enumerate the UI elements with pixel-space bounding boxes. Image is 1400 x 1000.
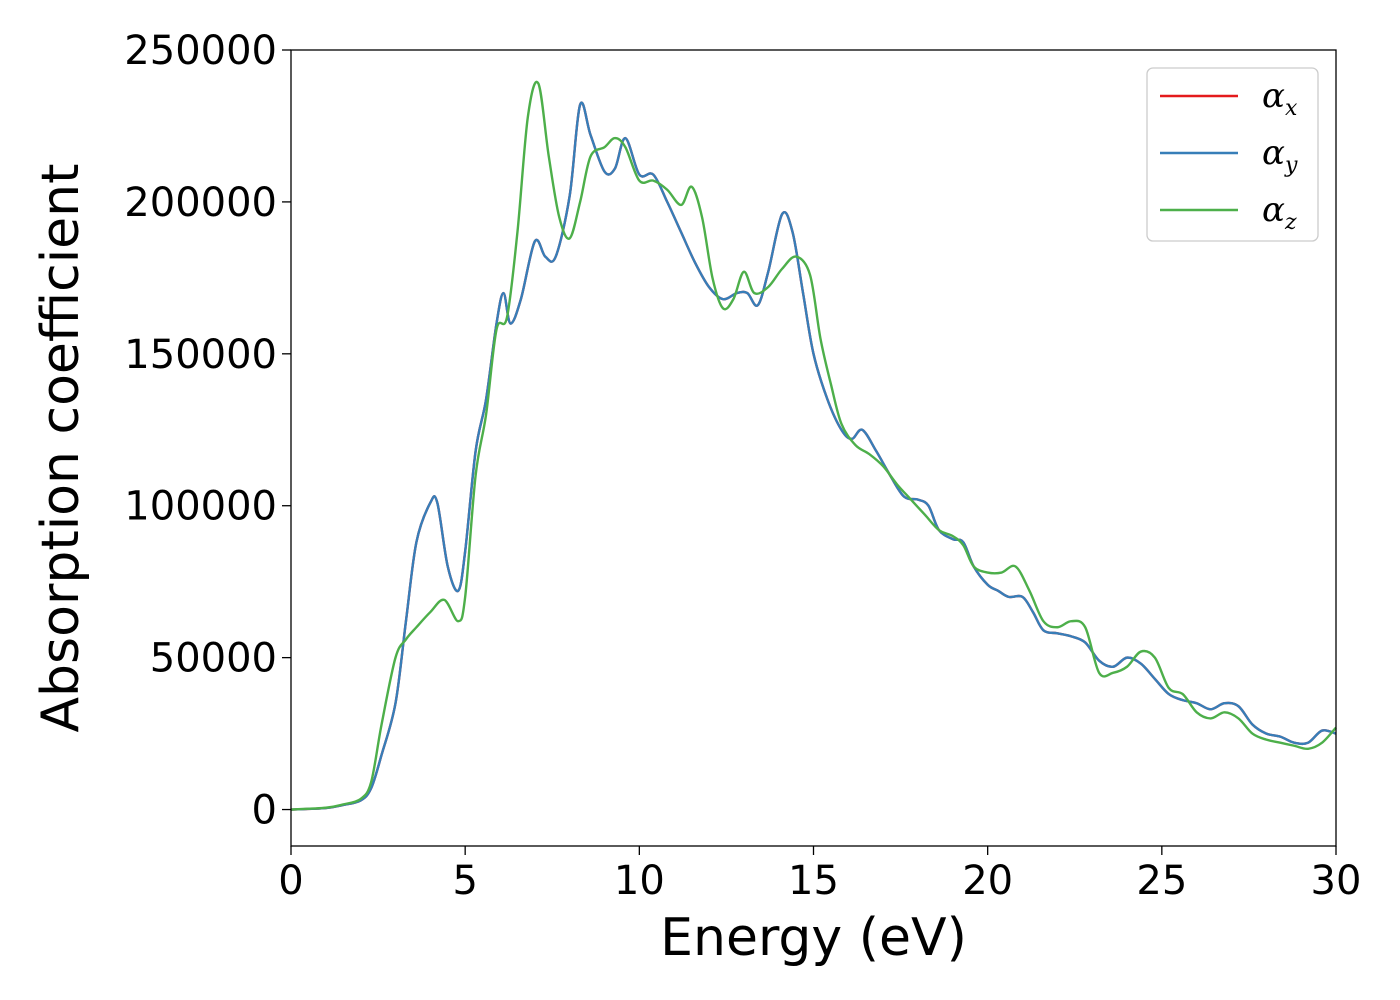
y-tick-label: 0 xyxy=(252,788,277,834)
y-axis: 0 50000 100000 150000 200000 250000 xyxy=(124,28,291,834)
legend-label-y: αy xyxy=(1262,133,1298,178)
series-line-z xyxy=(290,80,1337,811)
x-tick-label: 20 xyxy=(962,858,1013,904)
x-tick-label: 10 xyxy=(614,858,665,904)
y-tick-label: 200000 xyxy=(124,180,277,226)
series-lines xyxy=(290,80,1337,811)
legend-label-x: αx xyxy=(1262,76,1298,121)
x-tick-label: 30 xyxy=(1311,858,1362,904)
plot-frame xyxy=(290,49,1337,847)
x-axis: 0 5 10 15 20 25 30 xyxy=(278,846,1361,904)
series-line-y xyxy=(290,101,1337,811)
legend-box xyxy=(1146,67,1319,242)
x-tick-label: 5 xyxy=(452,858,477,904)
x-tick-label: 0 xyxy=(278,858,303,904)
legend: αx αy αz xyxy=(1146,67,1319,242)
x-tick-label: 25 xyxy=(1136,858,1187,904)
legend-label-z: αz xyxy=(1262,190,1297,235)
y-tick-label: 100000 xyxy=(124,484,277,530)
y-tick-label: 250000 xyxy=(124,28,277,74)
x-tick-label: 15 xyxy=(788,858,839,904)
y-tick-label: 150000 xyxy=(124,332,277,378)
y-axis-title: Absorption coefficient xyxy=(31,163,91,732)
y-tick-label: 50000 xyxy=(150,636,277,682)
x-axis-title: Energy (eV) xyxy=(660,908,967,968)
